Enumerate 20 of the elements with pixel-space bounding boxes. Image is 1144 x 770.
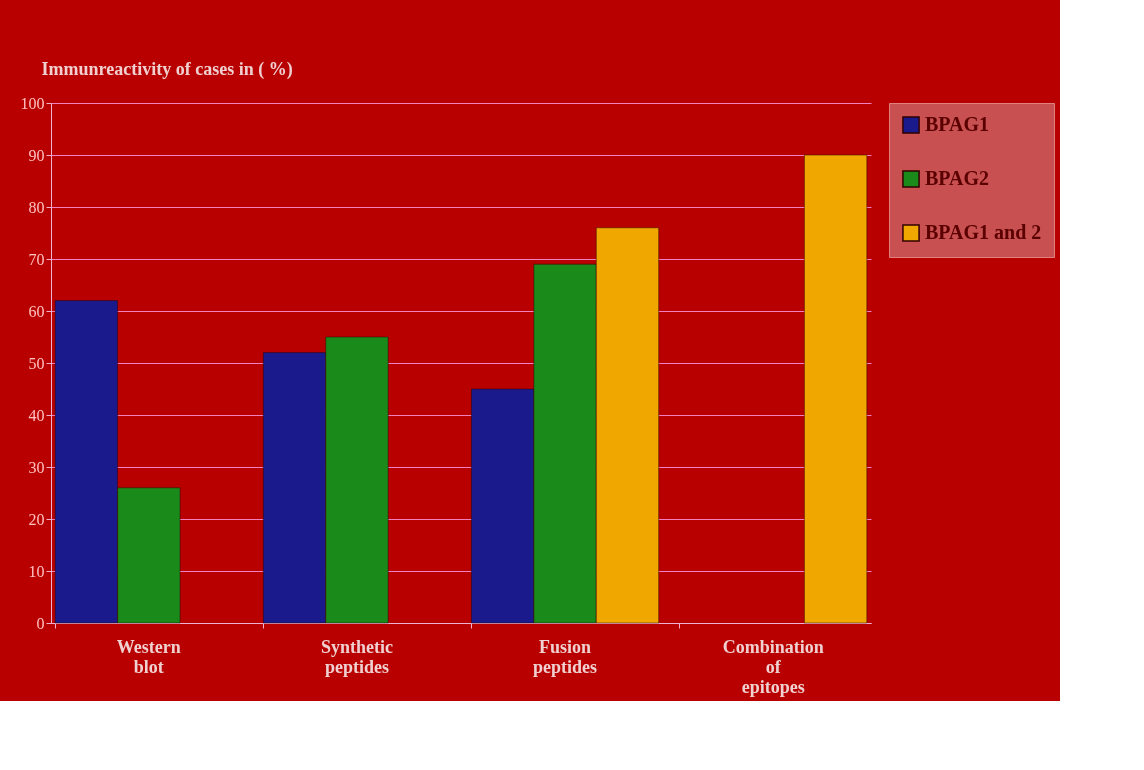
y-tick-label: 100 bbox=[20, 94, 45, 112]
y-tick-label: 10 bbox=[28, 562, 45, 580]
y-tick-label: 20 bbox=[28, 510, 45, 528]
x-tick-label: Western blot bbox=[116, 636, 181, 677]
x-tick-label: Combination of epitopes bbox=[722, 636, 824, 697]
y-tick-label: 70 bbox=[28, 250, 45, 268]
y-tick-label: 90 bbox=[28, 146, 45, 164]
y-tick-label: 80 bbox=[28, 198, 45, 216]
legend-label: BPAG2 bbox=[925, 167, 990, 189]
x-tick-label: Fusion peptides bbox=[533, 636, 598, 677]
y-tick-label: 40 bbox=[28, 406, 45, 424]
bar bbox=[804, 154, 868, 624]
legend-label: BPAG1 and 2 bbox=[925, 221, 1042, 243]
y-tick-label: 0 bbox=[36, 614, 45, 632]
x-tick-label: Synthetic peptides bbox=[320, 636, 393, 677]
y-tick-label: 50 bbox=[28, 354, 45, 372]
y-tick-label: 60 bbox=[28, 302, 45, 320]
y-axis-title: Immunreactivity of cases in ( %) bbox=[41, 58, 293, 80]
legend-label: BPAG1 bbox=[925, 113, 990, 135]
y-tick-label: 30 bbox=[28, 458, 45, 476]
